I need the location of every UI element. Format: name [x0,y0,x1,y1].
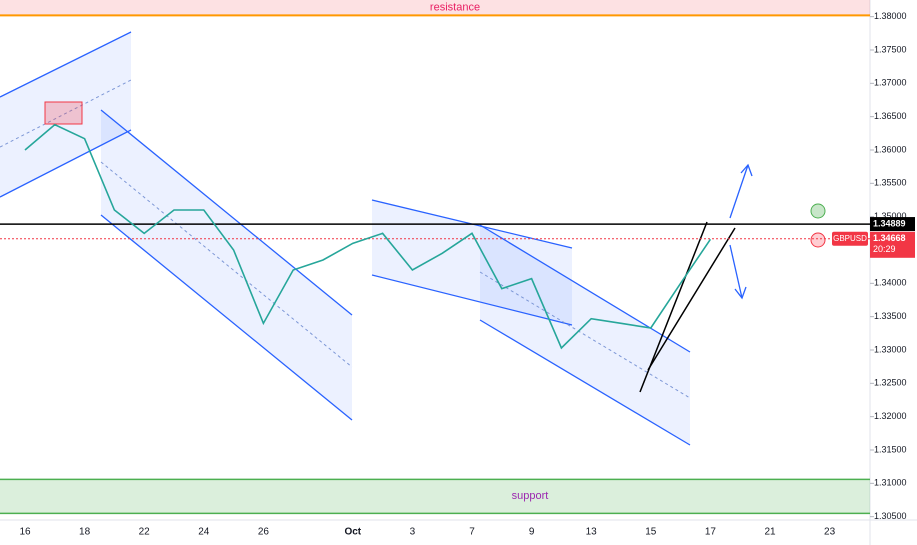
alert-icon[interactable] [810,203,826,219]
y-tick-label: 1.38000 [874,11,907,21]
symbol-label: GBPUSD [833,234,867,243]
channel-mid [100,161,353,368]
resistance-label: resistance [430,2,480,14]
arrow-head [734,286,747,300]
price-tag [870,231,915,258]
x-tick-label: 13 [586,527,598,538]
resistance-zone [0,0,870,16]
channel-line [479,319,691,446]
support-zone [0,479,870,514]
channel-line [371,274,573,326]
channel-mid [479,271,691,399]
y-tick-label: 1.37500 [874,44,907,54]
price-label: 1.34668 [873,233,906,243]
channel-fill [0,32,131,197]
y-tick-label: 1.32500 [874,378,907,388]
x-tick-label: 21 [764,527,776,538]
y-tick-label: 1.35000 [874,211,907,221]
wedge-line [647,227,736,371]
level-label: 1.34889 [873,218,906,228]
x-tick-label: 16 [19,527,31,538]
y-tick-label: 1.36000 [874,144,907,154]
x-tick-label: 26 [258,527,270,538]
x-tick-label: 9 [529,527,535,538]
x-tick-label: Oct [344,527,361,538]
alert-icon[interactable] [810,232,826,248]
x-tick-label: 17 [705,527,717,538]
channel-line [479,224,691,353]
y-tick-label: 1.37000 [874,78,907,88]
y-tick-label: 1.34000 [874,278,907,288]
channel-line [0,31,132,98]
y-tick-label: 1.31000 [874,478,907,488]
x-tick-label: 3 [410,527,416,538]
y-tick-label: 1.30500 [874,511,907,521]
countdown-label: 20:29 [873,244,896,254]
x-tick-label: 15 [645,527,657,538]
symbol-tag [832,231,868,246]
price-line [24,123,712,350]
channel-line [0,129,132,198]
y-tick-label: 1.32000 [874,411,907,421]
y-tick-label: 1.33000 [874,344,907,354]
x-tick-label: 24 [198,527,210,538]
y-tick-label: 1.31500 [874,444,907,454]
y-tick-label: 1.35500 [874,178,907,188]
x-tick-label: 18 [79,527,91,538]
x-tick-label: 22 [139,527,151,538]
level-tag [870,217,915,232]
support-label: support [512,490,549,502]
channel-line [100,109,353,316]
channel-mid [0,79,132,148]
y-tick-label: 1.33500 [874,311,907,321]
x-tick-label: 23 [824,527,836,538]
arrow [729,244,743,299]
channel-line [100,214,353,421]
channel-fill [372,200,572,325]
x-tick-label: 7 [469,527,475,538]
y-tick-label: 1.36500 [874,111,907,121]
arrow-head [740,163,753,177]
range-box [44,101,83,125]
arrow [729,164,749,219]
